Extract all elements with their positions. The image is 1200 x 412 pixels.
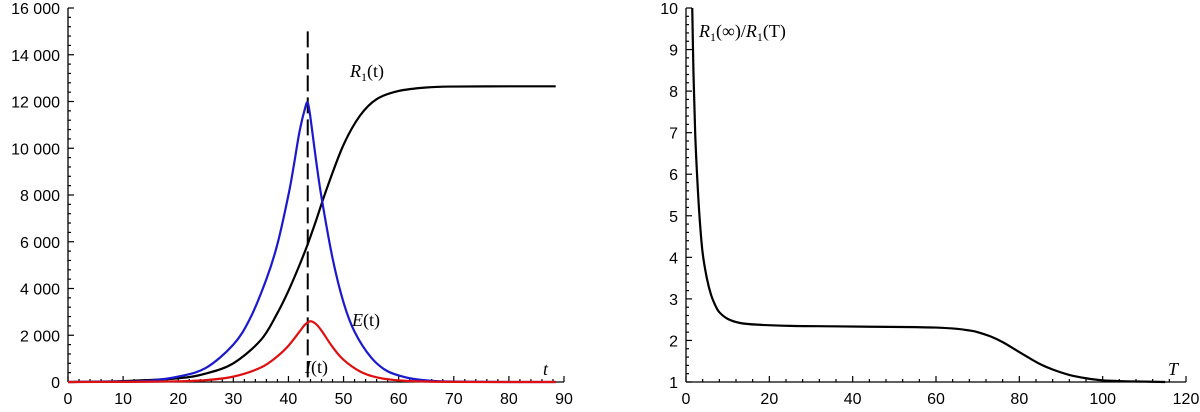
y-tick-label: 5 — [669, 209, 678, 226]
series-line-et — [67, 101, 556, 384]
y-tick-label: 14 000 — [11, 48, 60, 65]
x-tick-label: 90 — [555, 391, 573, 408]
series-line-1-0 — [691, 7, 1166, 384]
x-tick-label: 50 — [335, 391, 353, 408]
x-tick-label: 80 — [500, 391, 518, 408]
y-tick-label: 3 — [669, 292, 678, 309]
y-axis-label: R1(∞)/R1(T) — [698, 21, 786, 44]
y-tick-label: 2 — [669, 333, 678, 350]
y-tick-label: 10 000 — [11, 141, 60, 158]
x-tick-label: 0 — [64, 391, 73, 408]
x-tick-label: 60 — [927, 391, 945, 408]
y-tick-label: 8 000 — [20, 188, 60, 205]
x-tick-label: 0 — [682, 391, 691, 408]
x-tick-label: 120 — [1173, 391, 1200, 408]
y-tick-label: 6 — [669, 167, 678, 184]
y-tick-label: 1 — [669, 375, 678, 392]
y-tick-label: 0 — [51, 375, 60, 392]
y-tick-label: 8 — [669, 84, 678, 101]
x-tick-label: 20 — [760, 391, 778, 408]
y-tick-label: 10 — [660, 1, 678, 18]
x-tick-label: 40 — [280, 391, 298, 408]
series-label-it: I(t) — [304, 357, 328, 378]
chart-left: 0 10 20 30 40 50 60 70 80 90 0 2 000 4 000 6 000 8 000… — [11, 1, 573, 408]
x-tick-label: 40 — [844, 391, 862, 408]
series-line-it — [67, 320, 556, 384]
x-tick-label: 70 — [445, 391, 463, 408]
x-axis-label: t — [543, 359, 549, 379]
y-tick-label: 9 — [669, 43, 678, 60]
y-tick-label: 4 000 — [20, 282, 60, 299]
y-tick-label: 12 000 — [11, 95, 60, 112]
y-tick-label: 16 000 — [11, 1, 60, 18]
x-tick-label: 20 — [169, 391, 187, 408]
series-line-r1t — [67, 85, 556, 384]
x-tick-label: 60 — [390, 391, 408, 408]
x-tick-label: 100 — [1089, 391, 1116, 408]
y-tick-label: 4 — [669, 250, 678, 267]
chart-right: 0 20 40 60 80 100 120 1 2 3 4 5 6 7 8 9 10 R1(∞)/R1(T) T — [660, 1, 1199, 408]
series-label-r1t: R1(t) — [349, 61, 384, 84]
y-tick-label: 7 — [669, 126, 678, 143]
x-tick-label: 30 — [224, 391, 242, 408]
series-label-et: E(t) — [351, 310, 380, 331]
y-tick-label: 2 000 — [20, 328, 60, 345]
x-tick-label: 10 — [114, 391, 132, 408]
y-tick-label: 6 000 — [20, 235, 60, 252]
x-axis-label: T — [1168, 359, 1180, 379]
x-tick-label: 80 — [1010, 391, 1028, 408]
